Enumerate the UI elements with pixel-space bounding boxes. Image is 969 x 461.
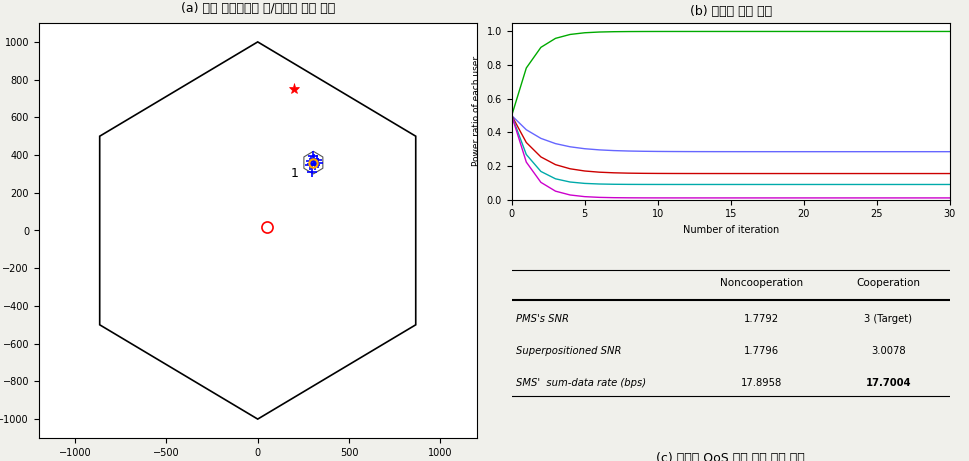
Title: (a) 모의 실험에서의 망/사용자 배치 과정: (a) 모의 실험에서의 망/사용자 배치 과정 (180, 2, 335, 15)
Text: 1.7796: 1.7796 (744, 346, 779, 356)
Title: (b) 사용자 전력 수렴: (b) 사용자 전력 수렴 (690, 5, 771, 18)
Text: 3 (Target): 3 (Target) (864, 314, 912, 324)
Text: (c) 사용자 QoS 보장 성능 분석 결과: (c) 사용자 QoS 보장 성능 분석 결과 (656, 452, 805, 461)
Y-axis label: Power ratio of each user: Power ratio of each user (472, 56, 481, 166)
Text: 1.7792: 1.7792 (744, 314, 779, 324)
X-axis label: Number of iteration: Number of iteration (682, 225, 779, 235)
Text: Cooperation: Cooperation (857, 278, 921, 288)
Text: PMS's SNR: PMS's SNR (516, 314, 569, 324)
Text: 3.0078: 3.0078 (871, 346, 906, 356)
Text: SMS'  sum-data rate (bps): SMS' sum-data rate (bps) (516, 378, 646, 388)
Text: Noncooperation: Noncooperation (720, 278, 803, 288)
Text: 1: 1 (291, 167, 298, 180)
Text: Superpositioned SNR: Superpositioned SNR (516, 346, 621, 356)
Text: 17.8958: 17.8958 (740, 378, 782, 388)
Text: 17.7004: 17.7004 (865, 378, 911, 388)
